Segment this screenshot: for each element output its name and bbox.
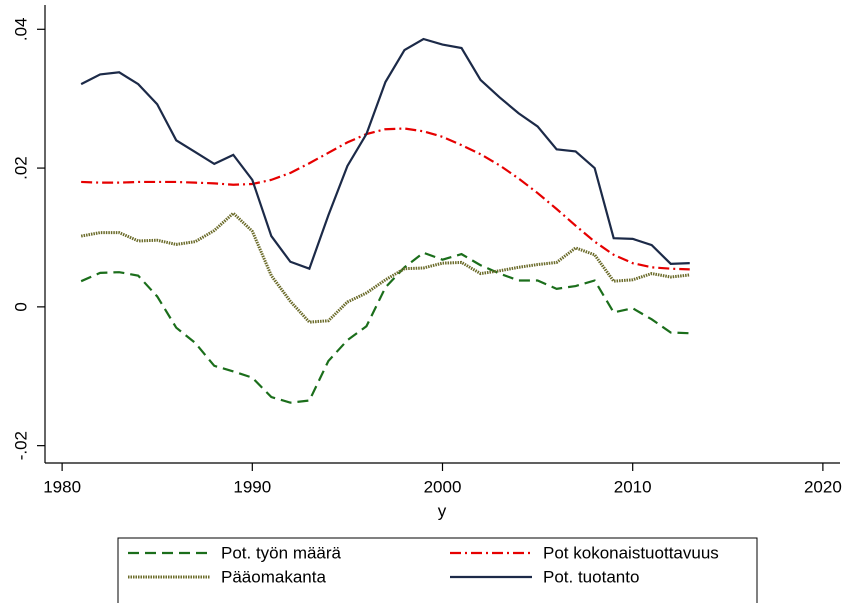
series-line (80, 251, 690, 404)
x-axis-label: y (438, 501, 447, 520)
y-tick-label: 0 (11, 302, 30, 311)
x-tick-label: 1980 (43, 477, 81, 496)
series-line (80, 37, 690, 271)
legend-label: Pot kokonaistuottavuus (543, 543, 719, 562)
y-tick-label: .04 (11, 17, 30, 41)
x-tick-label: 2010 (614, 477, 652, 496)
series-line (81, 127, 690, 271)
legend-label: Pääomakanta (221, 567, 326, 586)
y-tick-label: -.02 (11, 431, 30, 460)
legend-label: Pot. työn määrä (221, 543, 342, 562)
x-tick-label: 2020 (804, 477, 842, 496)
x-tick-label: 2000 (424, 477, 462, 496)
series-line (80, 211, 690, 324)
legend-box (117, 537, 758, 603)
y-tick-label: .02 (11, 156, 30, 180)
x-tick-label: 1990 (233, 477, 271, 496)
legend-label: Pot. tuotanto (543, 567, 639, 586)
